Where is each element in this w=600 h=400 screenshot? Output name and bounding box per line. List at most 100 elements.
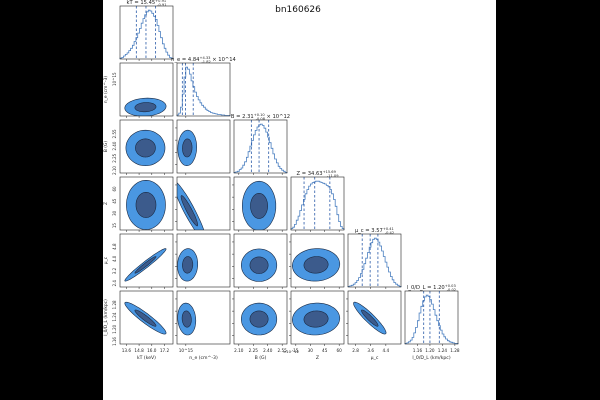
panel-frame (347, 290, 402, 345)
contour-inner-ne-B (182, 138, 193, 158)
x-axis-label-lD: l_0/D_L (km/kpc) (412, 355, 450, 361)
histogram-kT (119, 9, 174, 59)
panel-frame (119, 119, 174, 174)
contour-inner-B-lD (249, 310, 269, 328)
histogram-lD (404, 294, 459, 344)
panel-frame (176, 290, 231, 345)
y-tick-label-mu: 4.0 (112, 255, 117, 262)
title-Z: Z = 34.63+15.69 -11.09 (297, 170, 340, 178)
contour-group-B-mu (240, 248, 278, 282)
contour-group-kT-mu (124, 248, 167, 282)
x-tick-label-lD: 1.16 (413, 348, 423, 353)
x-tick-label-B: 2.55 (278, 348, 288, 353)
corner-plot: bn160626 kT = 15.45+0.91 -0.91 n_e = 4.84+… (103, 0, 460, 361)
y-tick-label-lD: 1.20 (112, 324, 117, 333)
panel-frame (290, 176, 345, 231)
contour-inner-ne-lD (181, 310, 192, 328)
contour-inner-kT-Z (135, 191, 157, 218)
x-tick-label-B: 2.40 (263, 348, 273, 353)
title-ne: n_e = 4.84+4.33 -1.82 × 10^14 (171, 56, 236, 64)
title-B: B = 2.31+0.10 -0.08 × 10^12 (231, 113, 290, 121)
y-axis-label-ne: n_e (cm^-3) (103, 76, 109, 104)
x-axis-label-B: B (G) (255, 355, 267, 361)
y-tick-label-lD: 1.28 (112, 300, 117, 309)
x-axis-label-Z: Z (316, 355, 319, 361)
x-tick-label-kT: 14.8 (134, 348, 144, 353)
x-tick-label-mu: 4.4 (383, 348, 390, 353)
histogram-B (233, 123, 288, 173)
x-axis-label-mu: μ_c (371, 356, 379, 361)
y-tick-label-lD: 1.24 (112, 312, 117, 321)
panel-frame (119, 290, 174, 345)
y-tick-label-B: 2.10 (112, 166, 117, 175)
contour-group-B-Z (241, 180, 277, 230)
contour-inner-kT-mu (134, 256, 157, 274)
x-tick-label-B: 2.10 (234, 348, 244, 353)
x-tick-label-Z: 30 (308, 348, 314, 353)
contour-group-ne-B (177, 129, 198, 166)
x-tick-label-kT: 17.2 (160, 348, 170, 353)
x-tick-label-Z: 60 (337, 348, 343, 353)
y-tick-label-ne: 10^15 (112, 72, 117, 86)
y-tick-label-lD: 1.16 (112, 337, 117, 346)
x-tick-label-Z: 45 (322, 348, 328, 353)
x-tick-label-B: 2.25 (249, 348, 259, 353)
panel-frame (176, 119, 231, 174)
panel-frame (404, 290, 459, 345)
contour-inner-kT-B (135, 138, 156, 158)
y-axis-label-B: B (G) (103, 141, 109, 153)
histogram-Z (290, 180, 345, 230)
panel-frame (176, 176, 231, 231)
x-axis-label-ne: n_e (cm^-3) (189, 355, 218, 361)
y-tick-label-Z: 15 (112, 223, 117, 229)
y-axis-label-lD: l_0/D_L (km/kpc) (103, 299, 109, 336)
panel-frame (233, 233, 288, 288)
y-axis-label-mu: μ_c (104, 256, 109, 264)
contour-inner-ne-mu (182, 256, 194, 274)
x-axis-label-kT: kT (keV) (137, 355, 156, 361)
contour-group-ne-lD (177, 302, 197, 336)
panel-frame (119, 62, 174, 117)
y-tick-label-Z: 45 (112, 198, 117, 204)
contour-inner-Z-lD (303, 310, 329, 328)
histogram-mu (347, 237, 402, 287)
contour-inner-kT-ne (134, 102, 157, 113)
contour-inner-Z-mu (303, 256, 329, 274)
panel-frame (290, 290, 345, 345)
contour-inner-B-mu (249, 256, 269, 274)
title-mu: μ_c = 3.57+0.41 -0.42 (355, 227, 394, 235)
contour-group-B-lD (240, 302, 278, 336)
y-axis-label-Z: Z (103, 202, 109, 205)
contour-inner-kT-lD (134, 309, 157, 327)
contour-inner-B-Z (250, 193, 269, 219)
x-tick-label-lD: 1.20 (425, 348, 435, 353)
contour-group-kT-Z (126, 179, 166, 230)
title-kT: kT = 15.45+0.91 -0.91 (127, 0, 167, 7)
y-tick-label-mu: 3.2 (112, 267, 117, 274)
y-tick-label-Z: 30 (112, 210, 117, 216)
contour-group-mu-lD (353, 301, 387, 335)
contour-inner-ne-Z (180, 195, 198, 227)
x-tick-label-mu: 2.8 (352, 348, 359, 353)
panel-frame (119, 176, 174, 231)
contour-group-ne-Z (177, 182, 205, 230)
y-tick-label-mu: 2.4 (112, 280, 117, 287)
contour-inner-mu-lD (361, 309, 379, 327)
panel-frame (119, 233, 174, 288)
x-tick-label-ne: 10^15 (179, 348, 194, 353)
contour-group-kT-ne (124, 97, 167, 116)
figure-title: bn160626 (275, 5, 321, 15)
panel-frame (233, 290, 288, 345)
y-tick-label-Z: 60 (112, 186, 117, 192)
panel-frame (176, 233, 231, 288)
title-lD: l_0/D_L = 1.20+0.03 -0.02 (407, 284, 456, 292)
y-tick-label-mu: 4.8 (112, 243, 117, 250)
panel-frame (233, 119, 288, 174)
contour-group-kT-B (125, 129, 166, 167)
contour-group-ne-mu (177, 248, 198, 282)
x-tick-label-lD: 1.28 (450, 348, 460, 353)
figure-canvas: bn160626 kT = 15.45+0.91 -0.91 n_e = 4.84+… (103, 0, 496, 400)
contour-group-kT-lD (124, 301, 167, 335)
x-tick-label-kT: 13.6 (122, 348, 132, 353)
y-tick-label-B: 2.55 (112, 129, 117, 138)
